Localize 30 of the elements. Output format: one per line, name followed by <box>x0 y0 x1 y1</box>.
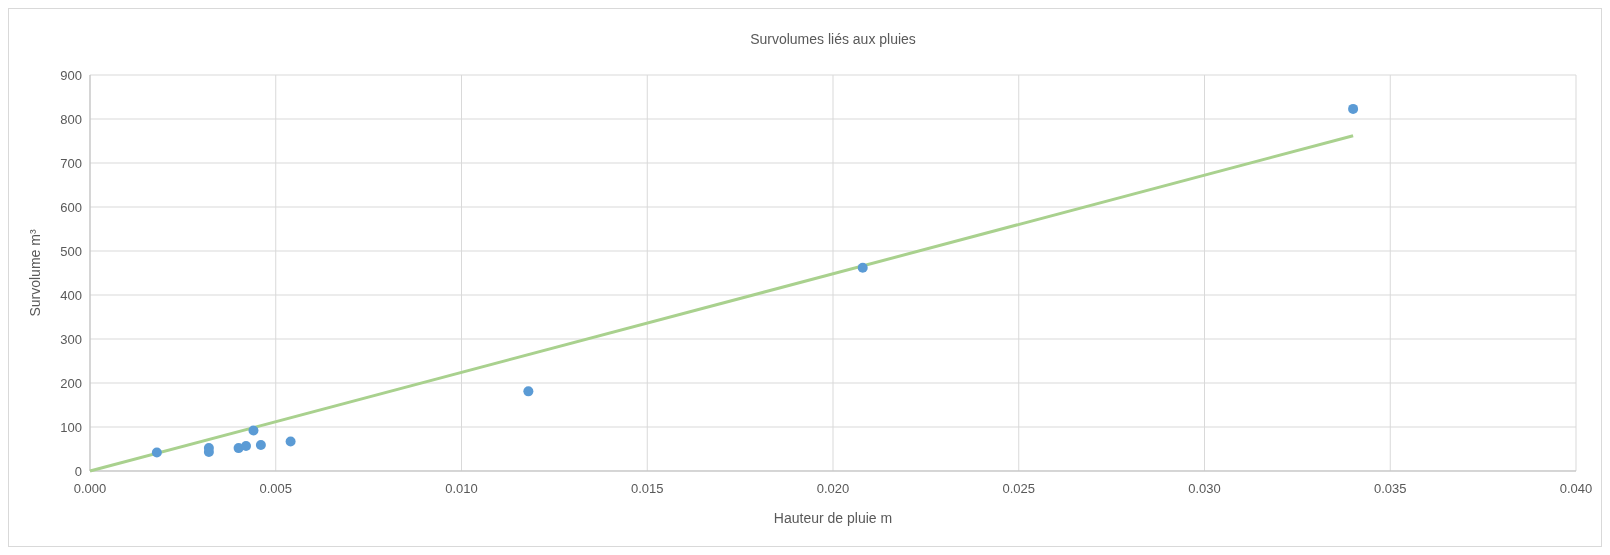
point <box>248 425 259 436</box>
y-tick-label: 200 <box>60 375 82 391</box>
point <box>523 386 534 397</box>
y-tick-label: 500 <box>60 243 82 259</box>
y-tick-label: 700 <box>60 155 82 171</box>
x-tick-label: 0.025 <box>1002 481 1036 496</box>
point <box>285 436 296 447</box>
point <box>857 262 868 273</box>
y-axis-title: Survolume m³ <box>27 229 43 317</box>
x-axis-title: Hauteur de pluie m <box>773 510 893 526</box>
y-tick-label: 600 <box>60 199 82 215</box>
y-tick-label: 0 <box>74 463 82 479</box>
x-tick-label: 0.015 <box>630 481 664 496</box>
point <box>241 440 252 451</box>
x-tick-label: 0.020 <box>816 481 850 496</box>
x-tick-label: 0.005 <box>259 481 293 496</box>
x-tick-label: 0.035 <box>1373 481 1407 496</box>
y-tick-label: 400 <box>60 287 82 303</box>
x-tick-label: 0.030 <box>1188 481 1221 496</box>
x-tick-label: 0.040 <box>1559 481 1593 496</box>
y-tick-label: 900 <box>60 67 82 83</box>
point <box>151 447 162 458</box>
point <box>1348 103 1359 114</box>
y-tick-label: 800 <box>60 111 82 127</box>
x-tick-label: 0.010 <box>445 481 478 496</box>
y-tick-label: 100 <box>60 419 82 435</box>
point <box>255 440 266 451</box>
x-tick-label: 0.000 <box>73 481 107 496</box>
chart-title: Survolumes liés aux pluies <box>750 31 916 47</box>
y-tick-label: 300 <box>60 331 82 347</box>
